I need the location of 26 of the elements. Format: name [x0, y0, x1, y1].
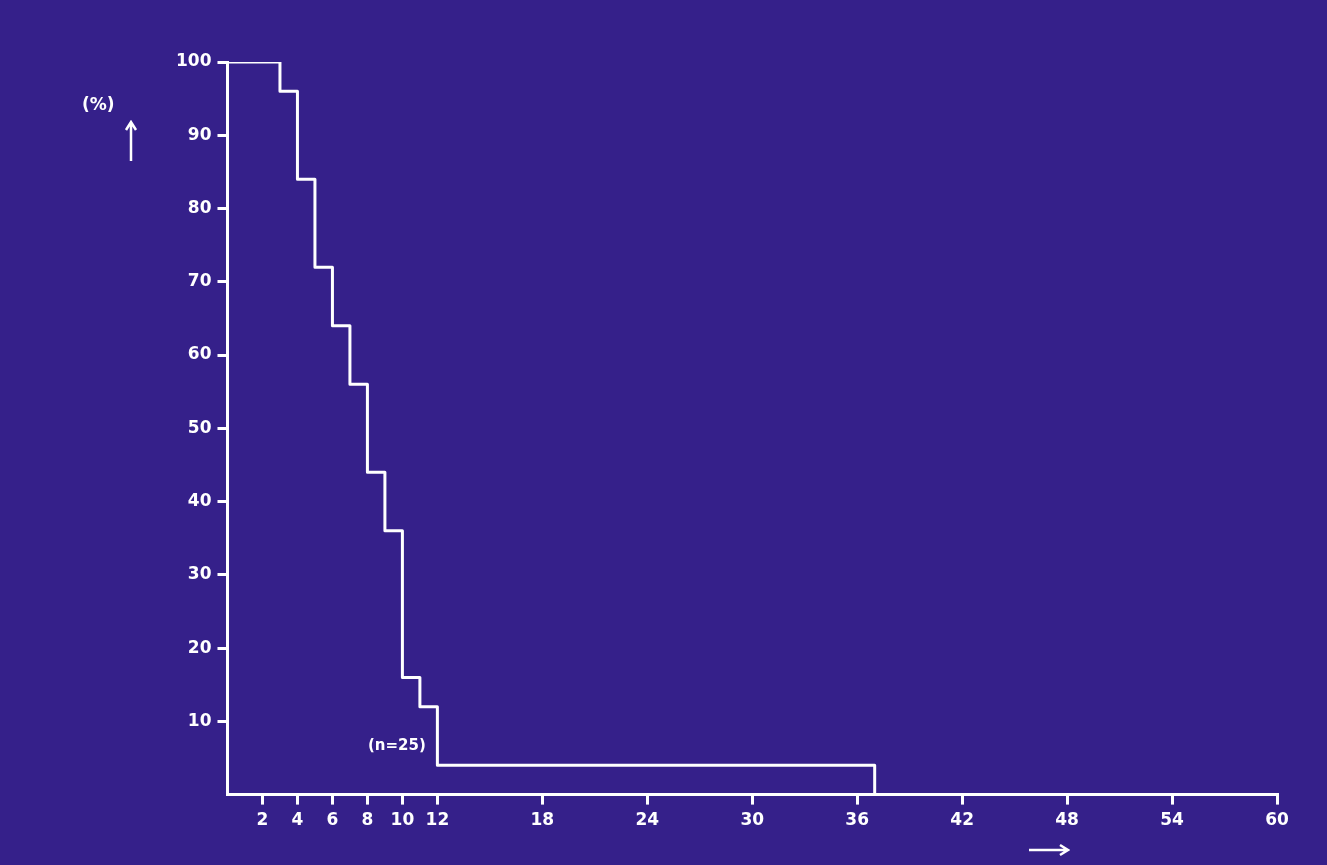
x-tick-label: 6 — [326, 809, 339, 830]
x-tick-label: 42 — [950, 809, 974, 830]
x-tick-label: 4 — [291, 809, 304, 830]
x-tick-label: 48 — [1055, 809, 1079, 830]
y-tick-label: 80 — [187, 196, 212, 217]
x-tick-label: 2 — [256, 809, 269, 830]
x-tick-label: 24 — [635, 809, 660, 830]
x-tick-label: 54 — [1160, 809, 1185, 830]
y-tick-label: 30 — [187, 563, 212, 584]
y-tick-label: 20 — [187, 636, 212, 657]
y-tick-label: 90 — [187, 123, 212, 144]
x-tick-label: 8 — [361, 809, 374, 830]
y-tick-label: 50 — [187, 416, 212, 437]
annotation: (n=25) — [368, 736, 426, 754]
y-tick-label: 40 — [187, 489, 212, 510]
x-tick-label: 30 — [740, 809, 765, 830]
y-tick-label: 70 — [187, 270, 212, 291]
y-tick-label: 100 — [175, 50, 212, 71]
y-axis-title: (%) — [82, 94, 115, 114]
x-tick-label: 60 — [1265, 809, 1289, 830]
x-tick-label: 10 — [390, 809, 415, 830]
y-tick-label: 60 — [187, 343, 212, 364]
x-tick-label: 12 — [425, 809, 450, 830]
x-tick-label: 36 — [845, 809, 870, 830]
y-tick-label: 10 — [187, 709, 212, 730]
x-tick-label: 18 — [530, 809, 555, 830]
